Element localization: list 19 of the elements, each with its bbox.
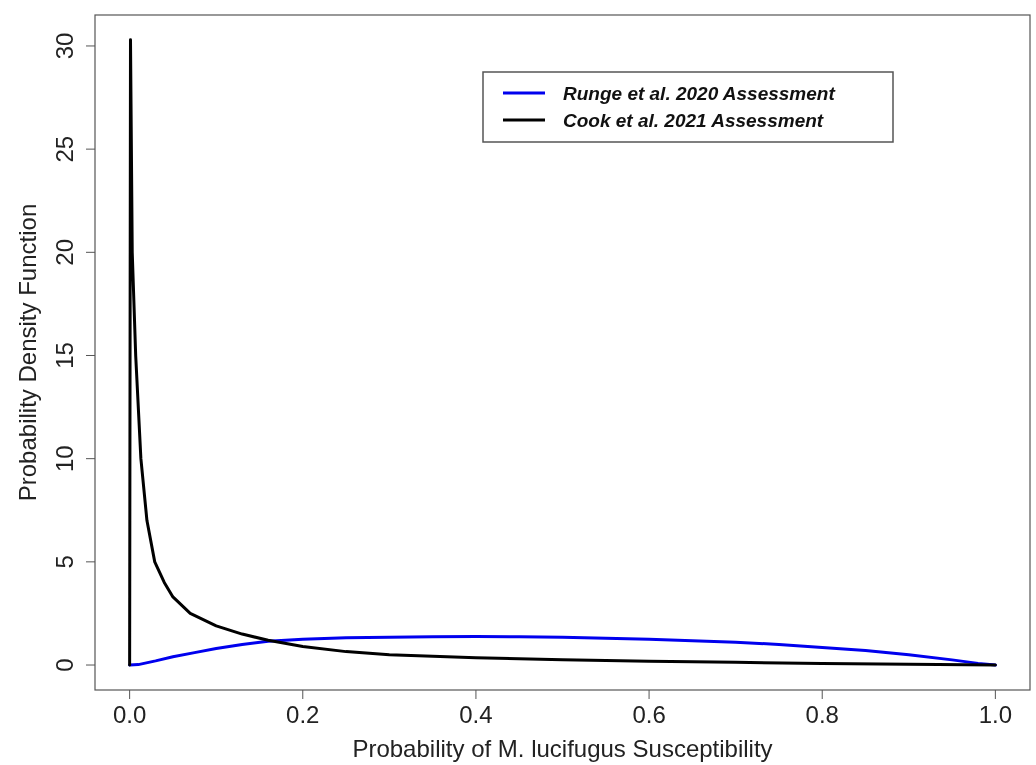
y-tick-label: 0 (51, 658, 78, 672)
y-tick-label: 10 (51, 445, 78, 473)
line-series (128, 38, 997, 667)
x-tick-label: 0.4 (459, 701, 493, 728)
x-tick-label: 0.2 (286, 701, 320, 728)
y-tick-label: 20 (51, 238, 78, 266)
y-tick-label: 25 (51, 135, 78, 163)
legend-label: Cook et al. 2021 Assessment (563, 110, 824, 131)
x-axis-title: Probability of M. lucifugus Susceptibility (352, 735, 773, 762)
line-series (128, 635, 997, 667)
y-tick-label: 5 (51, 555, 78, 569)
x-tick-label: 0.0 (112, 701, 147, 728)
y-tick-label: 30 (51, 32, 78, 60)
x-tick-label: 0.6 (632, 701, 666, 728)
y-axis-title: Probability Density Function (14, 203, 41, 502)
x-tick-label: 0.8 (805, 701, 839, 728)
y-tick-label: 15 (51, 342, 78, 369)
legend-label: Runge et al. 2020 Assessment (563, 83, 836, 104)
x-tick-label: 1.0 (978, 701, 1013, 728)
